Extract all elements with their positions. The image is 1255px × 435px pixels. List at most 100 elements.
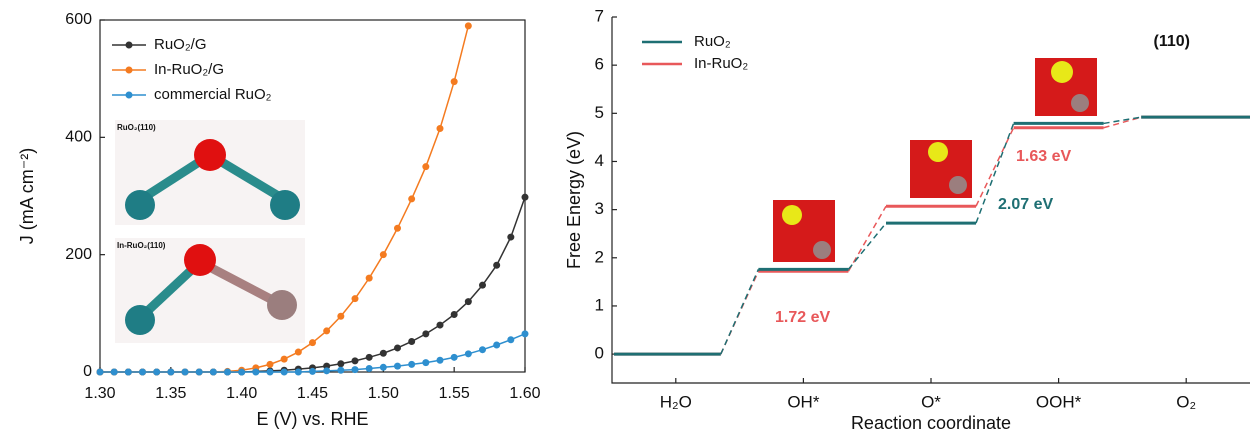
y-tick-label: 7 xyxy=(595,6,604,25)
x-tick-label: OOH* xyxy=(1036,392,1082,411)
data-point xyxy=(394,362,401,370)
legend-label: In-RuO₂ xyxy=(694,55,748,72)
adsorbate-models xyxy=(773,58,1097,262)
x-tick-label: OH* xyxy=(787,392,820,411)
data-point xyxy=(266,360,274,368)
y-tick-label: 4 xyxy=(595,151,604,170)
legend-label: RuO₂/G xyxy=(154,36,207,53)
atom xyxy=(1071,94,1089,112)
y-tick-label: 3 xyxy=(595,199,604,218)
data-point xyxy=(337,312,345,320)
data-point xyxy=(167,368,175,376)
data-point xyxy=(139,368,146,376)
data-point xyxy=(408,337,416,345)
data-point xyxy=(224,368,231,376)
data-point xyxy=(110,368,118,376)
atom xyxy=(928,142,948,162)
data-point xyxy=(365,274,373,282)
data-point xyxy=(96,368,104,376)
x-tick-label: 1.30 xyxy=(84,385,115,402)
data-point xyxy=(521,193,529,201)
data-point xyxy=(309,367,316,375)
connector xyxy=(975,123,1015,224)
data-point xyxy=(422,330,430,338)
data-point xyxy=(181,368,189,376)
legend-label: In-RuO₂/G xyxy=(154,61,224,78)
data-point xyxy=(252,368,260,376)
data-point xyxy=(323,327,331,335)
data-point xyxy=(450,78,458,86)
inset-structures xyxy=(115,120,305,343)
data-point xyxy=(280,368,288,376)
data-point xyxy=(479,346,486,354)
data-point xyxy=(351,295,359,303)
data-point xyxy=(450,353,458,361)
legend-marker xyxy=(125,91,133,99)
atom xyxy=(184,244,216,276)
data-point xyxy=(309,339,316,347)
y-tick-label: 2 xyxy=(595,247,604,266)
x-axis-label: E (V) vs. RHE xyxy=(256,409,368,429)
annotation: 1.63 eV xyxy=(1016,148,1071,165)
y-tick-label: 6 xyxy=(595,55,604,74)
atom xyxy=(125,190,155,220)
atom xyxy=(270,190,300,220)
data-point xyxy=(436,356,444,364)
x-tick-label: O₂ xyxy=(1176,392,1196,411)
y-tick-label: 0 xyxy=(595,344,604,363)
data-point xyxy=(507,336,515,344)
data-point xyxy=(493,261,501,269)
atom xyxy=(267,290,297,320)
data-point xyxy=(394,344,401,352)
y-tick-label: 1 xyxy=(595,295,604,314)
x-tick-label: 1.60 xyxy=(509,385,540,402)
atom xyxy=(813,241,831,259)
data-point xyxy=(394,224,401,232)
data-point xyxy=(507,233,515,241)
atom xyxy=(782,205,802,225)
data-point xyxy=(294,368,302,376)
x-tick-label: 1.55 xyxy=(439,385,470,402)
data-point xyxy=(464,350,472,358)
legend-marker xyxy=(125,41,133,49)
data-point xyxy=(195,368,203,376)
bond xyxy=(197,258,285,309)
legend-label: commercial RuO₂ xyxy=(154,86,272,103)
legend-label: RuO₂ xyxy=(694,33,731,50)
data-point xyxy=(379,363,387,371)
data-point xyxy=(365,353,373,361)
data-point xyxy=(464,298,472,306)
data-point xyxy=(436,125,444,133)
data-point xyxy=(479,281,486,289)
data-point xyxy=(351,357,359,365)
data-point xyxy=(238,368,246,376)
x-tick-label: 1.35 xyxy=(155,385,186,402)
data-point xyxy=(379,251,387,259)
data-point xyxy=(422,163,430,171)
data-point xyxy=(408,195,416,203)
data-point xyxy=(436,321,444,329)
y-tick-label: 0 xyxy=(83,363,92,380)
atom xyxy=(194,139,226,171)
data-point xyxy=(379,349,387,357)
data-point xyxy=(365,364,373,372)
y-tick-label: 600 xyxy=(65,11,92,28)
inset-label: RuO₂(110) xyxy=(117,123,156,132)
y-tick-label: 400 xyxy=(65,129,92,146)
data-point xyxy=(266,368,274,376)
atom xyxy=(1051,61,1073,83)
connector xyxy=(1103,116,1142,125)
y-tick-label: 200 xyxy=(65,246,92,263)
axes xyxy=(611,17,1250,384)
inset-label: In-RuO₂(110) xyxy=(117,241,166,250)
connector xyxy=(720,269,760,355)
data-point xyxy=(351,366,359,374)
y-axis-label: Free Energy (eV) xyxy=(564,131,584,269)
data-point xyxy=(422,359,430,367)
data-point xyxy=(153,368,161,376)
x-tick-label: H₂O xyxy=(660,392,692,411)
annotation: 2.07 eV xyxy=(998,196,1053,213)
data-point xyxy=(124,368,132,376)
data-point xyxy=(521,330,529,338)
